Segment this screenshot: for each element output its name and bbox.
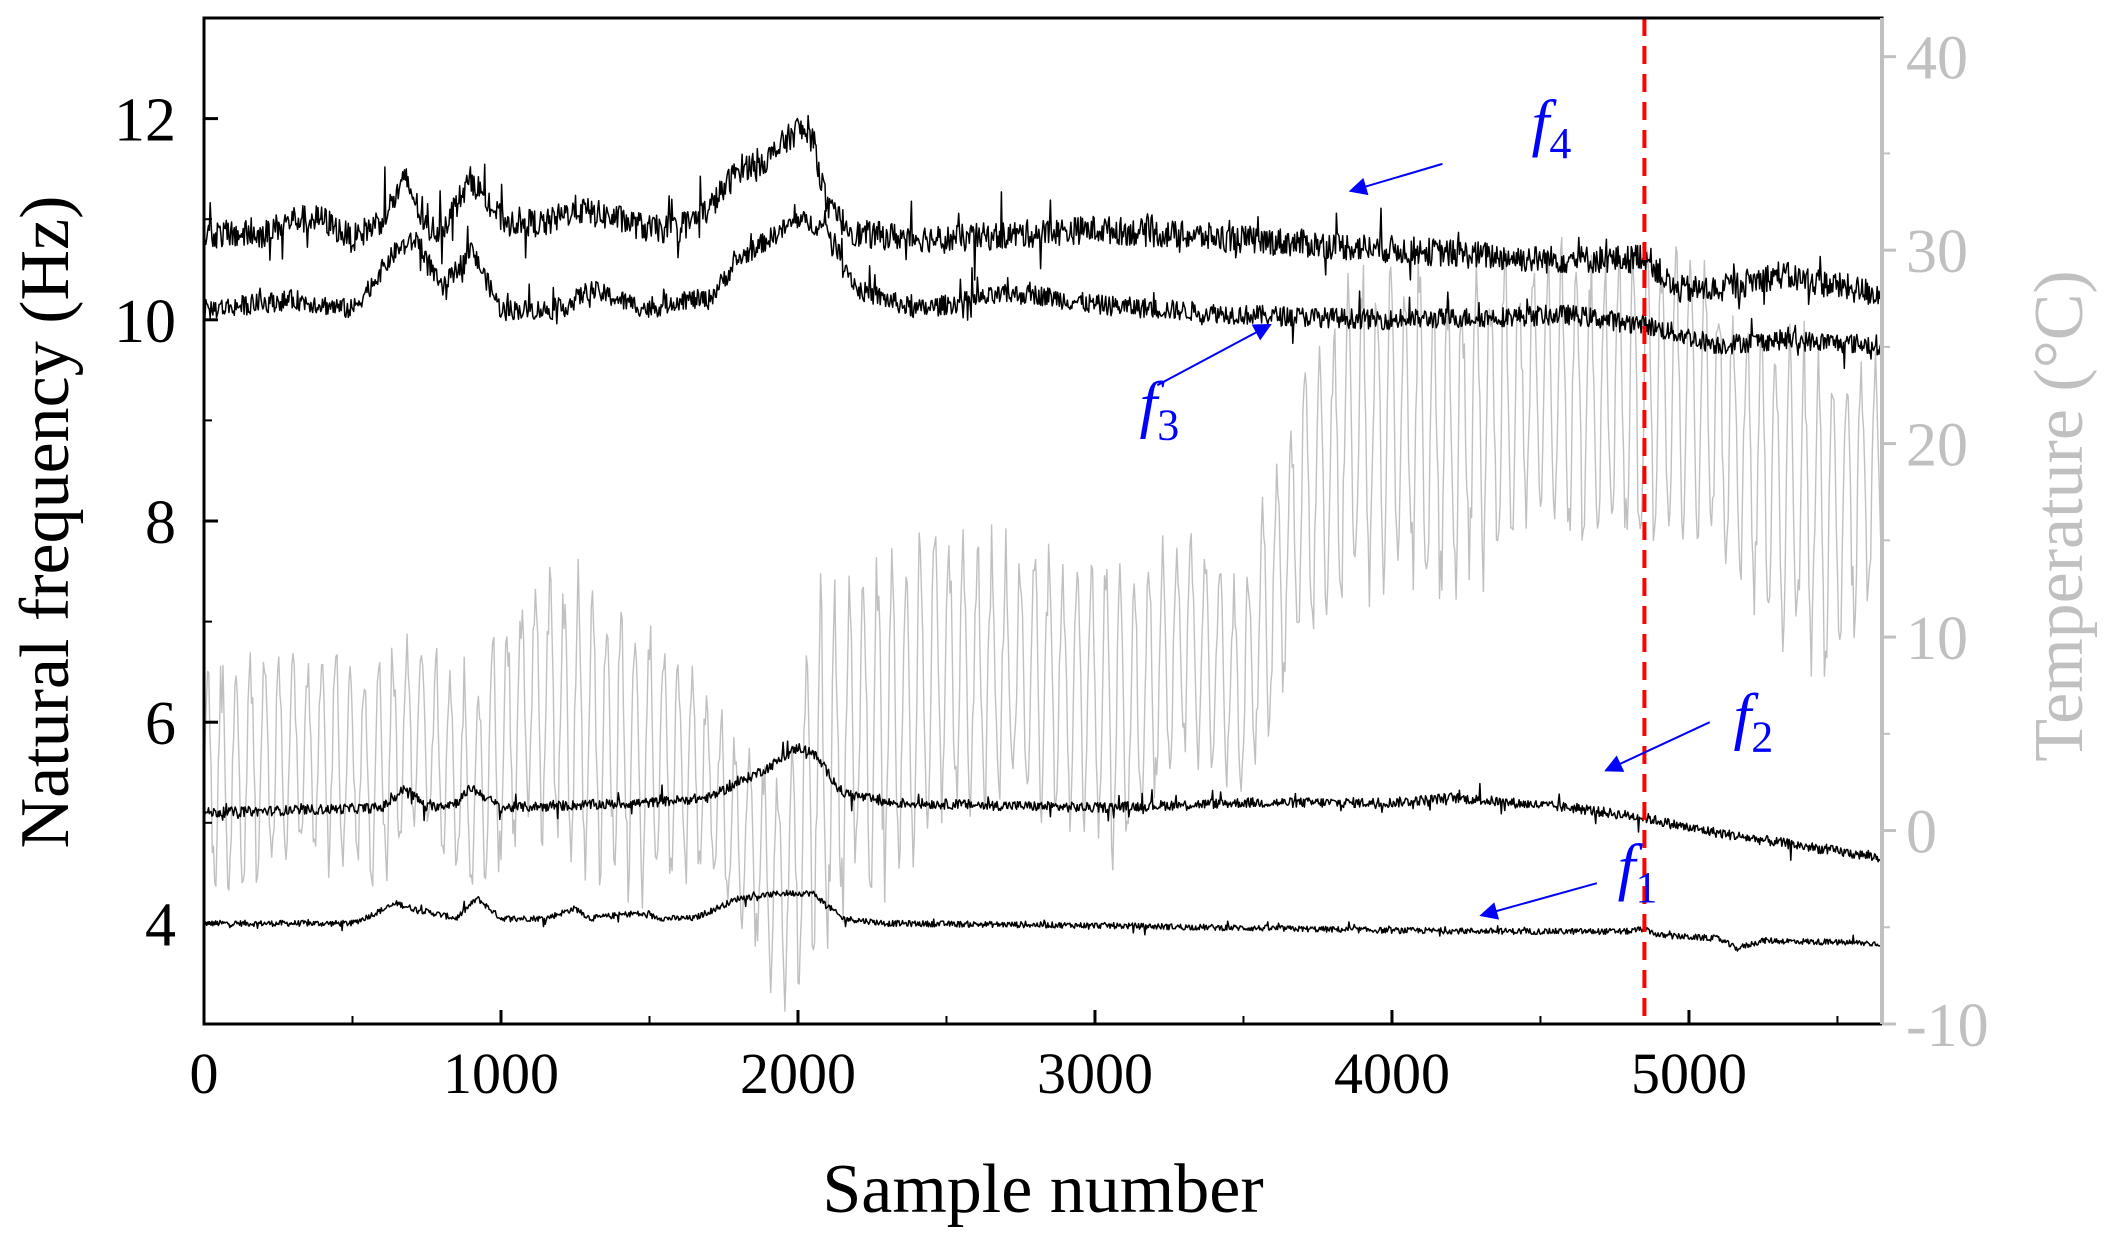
x-axis-ticks: 0 1000 2000 3000 4000 5000 — [190, 1010, 1839, 1106]
right-y-tick-label: 20 — [1906, 412, 1968, 480]
left-y-tick-label: 12 — [114, 87, 176, 155]
right-y-axis-ticks: -10 0 10 20 30 40 — [1882, 25, 1989, 1060]
series-line-f1 — [204, 889, 1882, 952]
x-tick-label: 2000 — [740, 1041, 856, 1106]
right-y-tick-label: -10 — [1906, 992, 1989, 1060]
series-line-f2 — [204, 740, 1882, 863]
left-y-axis-ticks: 4 6 8 10 12 — [114, 17, 218, 1025]
temperature-series-layer — [204, 236, 1882, 1012]
right-y-axis-label: Temperature (°C) — [2021, 270, 2098, 761]
right-y-tick-label: 0 — [1906, 799, 1937, 867]
left-y-tick-label: 10 — [114, 288, 176, 356]
right-y-tick-label: 30 — [1906, 218, 1968, 286]
series-line-f3 — [204, 203, 1882, 370]
annotation-label-f1: f1 — [1618, 831, 1658, 912]
annotation-label-f2: f2 — [1734, 680, 1774, 761]
x-tick-label: 5000 — [1631, 1041, 1747, 1106]
annotation-arrow-f3 — [1156, 323, 1272, 387]
x-tick-label: 4000 — [1334, 1041, 1450, 1106]
temperature-line — [204, 236, 1882, 1012]
annotation-arrow-f2 — [1604, 721, 1711, 772]
annotation-label-f4: f4 — [1532, 87, 1572, 168]
annotation-label-f3: f3 — [1140, 368, 1180, 449]
left-y-axis-label: Natural frequency (Hz) — [7, 196, 84, 849]
left-y-tick-label: 4 — [145, 891, 176, 959]
series-line-f4 — [204, 114, 1882, 310]
annotation-arrow-f4 — [1348, 162, 1443, 196]
right-y-tick-label: 40 — [1906, 25, 1968, 93]
x-tick-label: 3000 — [1037, 1041, 1153, 1106]
annotation-arrow-f1 — [1479, 882, 1598, 920]
left-y-tick-label: 6 — [145, 690, 176, 758]
right-y-tick-label: 10 — [1906, 605, 1968, 673]
series-annotations: f4 f3 f2 f1 — [1140, 87, 1774, 920]
frequency-series-layer — [204, 114, 1882, 952]
x-tick-label: 0 — [190, 1041, 219, 1106]
x-tick-label: 1000 — [443, 1041, 559, 1106]
x-axis-label: Sample number — [822, 1151, 1263, 1228]
left-y-tick-label: 8 — [145, 489, 176, 557]
